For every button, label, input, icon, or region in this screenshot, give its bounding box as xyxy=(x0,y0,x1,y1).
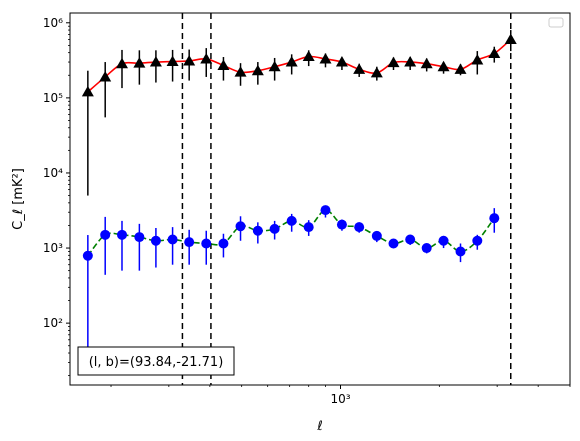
series-1-point-7 xyxy=(201,238,212,249)
series-1-point-5 xyxy=(167,234,178,245)
annotation-text: (l, b)=(93.84,-21.71) xyxy=(89,355,224,370)
series-0-point-10 xyxy=(251,64,264,76)
series-1-point-13 xyxy=(303,222,314,233)
series-1 xyxy=(82,205,500,363)
series-1-point-15 xyxy=(336,219,347,230)
series-1-point-20 xyxy=(421,243,432,254)
series-0-point-19 xyxy=(404,56,417,67)
series-1-point-22 xyxy=(455,246,466,257)
series-1-point-17 xyxy=(371,230,382,241)
series-0-point-16 xyxy=(353,63,366,74)
series-0-point-20 xyxy=(420,57,433,69)
vertical-markers xyxy=(181,13,512,385)
series-0-point-12 xyxy=(285,56,298,67)
series-0-point-7 xyxy=(200,52,213,64)
legend-box xyxy=(548,17,564,28)
series-1-point-23 xyxy=(472,235,483,246)
series-1-point-8 xyxy=(218,238,229,249)
y-tick-label-3: 10⁵ xyxy=(43,91,63,105)
series-1-point-2 xyxy=(116,229,127,240)
y-tick-label-1: 10³ xyxy=(43,241,63,255)
series-1-point-19 xyxy=(405,234,416,245)
series-1-point-10 xyxy=(252,225,263,236)
series-0-point-9 xyxy=(234,66,247,77)
series-0-point-11 xyxy=(268,60,281,72)
series-0-point-1 xyxy=(99,70,112,82)
series-1-point-24 xyxy=(489,213,500,224)
series-1-point-11 xyxy=(269,223,280,234)
series-1-point-14 xyxy=(320,205,331,216)
series-1-point-9 xyxy=(235,221,246,232)
series-0 xyxy=(81,30,517,196)
series-0-point-25 xyxy=(504,33,517,44)
y-tick-label-2: 10⁴ xyxy=(43,166,63,180)
series-0-point-3 xyxy=(133,57,146,68)
series-0-point-17 xyxy=(370,66,383,78)
series-0-point-15 xyxy=(335,56,348,67)
series-1-point-16 xyxy=(354,222,365,233)
series-1-point-12 xyxy=(286,215,297,226)
series-1-point-21 xyxy=(438,235,449,246)
series-0-point-23 xyxy=(471,53,484,65)
series-1-point-6 xyxy=(184,237,195,248)
y-axis-label: C_ℓ [mK²] xyxy=(11,168,26,230)
y-tick-label-0: 10² xyxy=(43,316,63,330)
series-0-point-5 xyxy=(166,55,179,67)
series-0-point-14 xyxy=(319,52,332,64)
series-0-point-6 xyxy=(183,54,196,66)
series-0-point-2 xyxy=(115,57,128,69)
x-axis-label: ℓ xyxy=(316,419,322,434)
annotation-box xyxy=(77,346,235,376)
series-0-point-4 xyxy=(149,56,162,67)
series-1-point-3 xyxy=(134,232,145,243)
coordinate-annotation: (l, b)=(93.84,-21.71) xyxy=(77,346,235,376)
series-1-point-18 xyxy=(388,238,399,249)
series-0-point-21 xyxy=(437,60,450,72)
x-tick-label-0: 10³ xyxy=(330,392,350,406)
series-1-point-4 xyxy=(150,235,161,246)
series-0-point-0 xyxy=(81,85,94,97)
series-0-point-8 xyxy=(217,59,230,70)
series-0-point-13 xyxy=(302,50,315,62)
series-0-point-18 xyxy=(387,56,400,68)
data-series xyxy=(81,30,517,363)
y-tick-label-4: 10⁶ xyxy=(43,16,63,30)
series-1-point-1 xyxy=(100,229,111,240)
plot-frame xyxy=(69,12,571,386)
series-0-point-22 xyxy=(454,63,467,74)
series-1-point-0 xyxy=(82,250,93,261)
series-0-point-24 xyxy=(488,47,501,58)
axis-ticks: 10² 10³ 10⁴ 10⁵ 10⁶ 10³ xyxy=(43,16,571,406)
